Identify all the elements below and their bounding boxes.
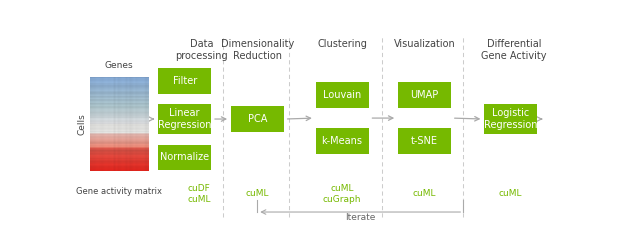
Text: Louvain: Louvain [323,90,361,100]
Text: Visualization: Visualization [394,39,456,49]
Text: Logistic
Regression: Logistic Regression [484,108,538,130]
FancyBboxPatch shape [158,68,211,94]
Text: Differential
Gene Activity: Differential Gene Activity [481,39,547,61]
Text: Data
processing: Data processing [176,39,228,61]
Text: Genes: Genes [105,61,134,70]
FancyBboxPatch shape [316,128,369,154]
FancyBboxPatch shape [158,104,211,134]
FancyBboxPatch shape [316,82,369,108]
FancyBboxPatch shape [231,106,284,132]
Text: cuML: cuML [412,189,436,198]
Text: Filter: Filter [173,76,197,86]
Text: UMAP: UMAP [411,90,439,100]
Text: cuML
cuGraph: cuML cuGraph [323,184,361,204]
Text: cuML: cuML [246,189,269,198]
FancyBboxPatch shape [398,128,451,154]
Text: Iterate: Iterate [345,213,375,222]
Text: Gene activity matrix: Gene activity matrix [76,187,162,196]
Text: cuDF
cuML: cuDF cuML [188,184,211,204]
Text: t-SNE: t-SNE [411,136,438,146]
Text: Normalize: Normalize [160,152,209,162]
FancyBboxPatch shape [398,82,451,108]
FancyBboxPatch shape [484,104,537,134]
Text: Cells: Cells [77,113,86,135]
Text: cuML: cuML [499,189,522,198]
Text: k-Means: k-Means [322,136,362,146]
Text: Dimensionality
Reduction: Dimensionality Reduction [221,39,294,61]
Text: Linear
Regression: Linear Regression [158,108,211,130]
Text: Clustering: Clustering [317,39,367,49]
Text: PCA: PCA [248,114,267,124]
FancyBboxPatch shape [158,144,211,170]
